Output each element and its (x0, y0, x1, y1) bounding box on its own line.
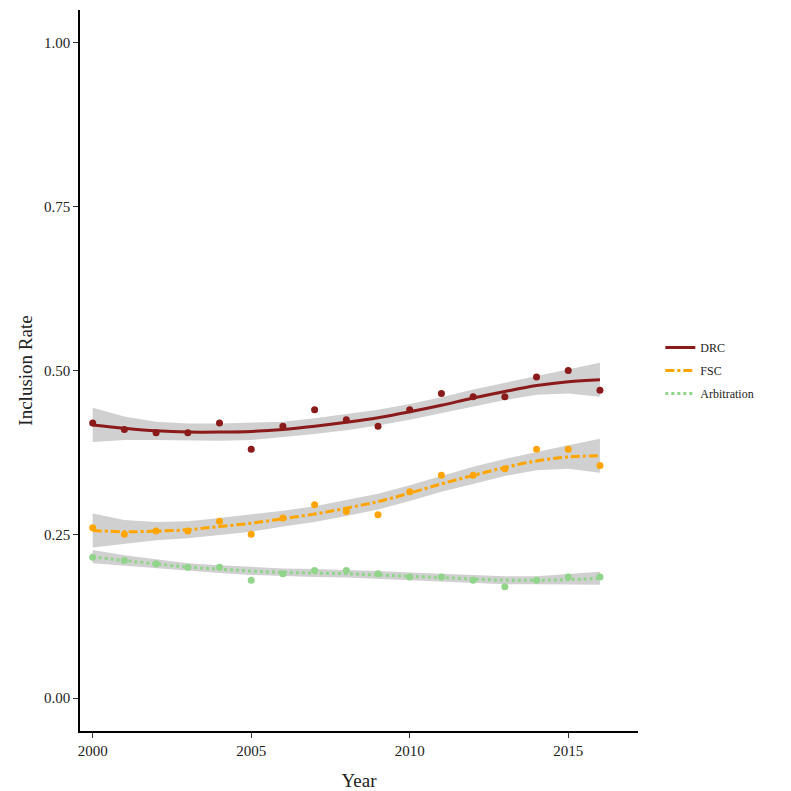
svg-text:0.75: 0.75 (44, 199, 70, 215)
svg-text:Year: Year (341, 770, 377, 791)
svg-text:2015: 2015 (553, 743, 583, 759)
svg-text:2000: 2000 (78, 743, 108, 759)
svg-text:0.25: 0.25 (44, 527, 70, 543)
svg-text:1.00: 1.00 (44, 35, 70, 51)
svg-text:DRC: DRC (700, 341, 725, 355)
svg-text:2010: 2010 (395, 743, 425, 759)
svg-text:Inclusion Rate: Inclusion Rate (15, 315, 36, 425)
svg-text:FSC: FSC (700, 364, 721, 378)
svg-text:Arbitration: Arbitration (700, 387, 753, 401)
svg-text:0.00: 0.00 (44, 690, 70, 706)
svg-text:0.50: 0.50 (44, 363, 70, 379)
svg-text:2005: 2005 (236, 743, 266, 759)
